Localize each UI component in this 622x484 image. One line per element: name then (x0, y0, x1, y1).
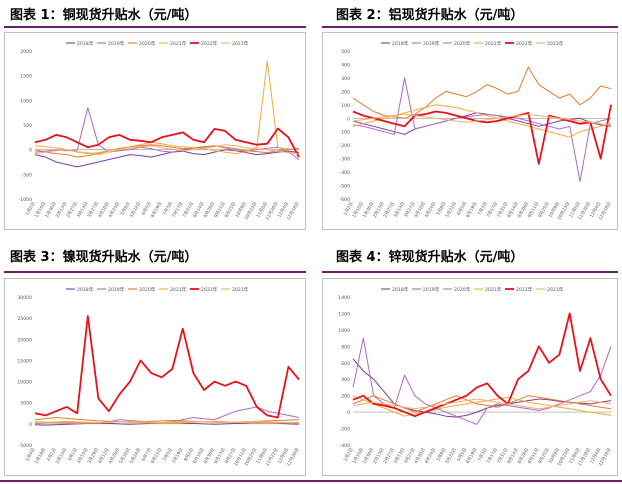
legend-label: 2023年 (232, 40, 249, 47)
chart-title-2: 图表 2：铝现货升贴水（元/吨） (336, 8, 524, 23)
chart-title-4: 图表 4：锌现货升贴水（元/吨） (336, 250, 524, 265)
y-tick-label: 400 (341, 62, 350, 68)
chart-frame-4: 1400 1200 1000 800 600 400 200 0 -200 -400 1月2日 1月1… (322, 278, 618, 476)
legend-label: 2021年 (485, 40, 502, 47)
series-line-2022 (352, 312, 612, 418)
y-tick-label: 10000 (17, 380, 32, 386)
y-tick-label: -500 (340, 184, 351, 190)
y-tick-label: -600 (340, 197, 351, 203)
chart-svg-2: 500 400 300 200 100 0 -100 -200 -300 -400 -500 -600… (340, 40, 613, 221)
legend-label: 2023年 (547, 286, 564, 293)
legend-label: 2021年 (170, 40, 187, 47)
legend-label: 2018年 (392, 286, 409, 293)
legend-label: 2022年 (201, 286, 218, 293)
y-tick-label: 800 (341, 344, 350, 350)
legend-label: 2018年 (77, 40, 94, 47)
title-rule-3 (4, 271, 306, 273)
legend-label: 2023年 (547, 40, 564, 47)
y-tick-label: 1200 (338, 311, 350, 317)
y-tick-label: 0 (29, 422, 32, 428)
chart-svg-1: 2000150010005000-500-10001月2日1月16日1月30日2… (19, 40, 301, 221)
series-line-2023 (34, 420, 300, 424)
series-line-2020 (352, 395, 612, 413)
y-tick-label: 25000 (17, 316, 32, 322)
legend-label: 2018年 (392, 40, 409, 47)
y-tick-label: 600 (341, 361, 350, 367)
footer-rule (0, 480, 622, 482)
chart-title-3: 图表 3：镍现货升贴水（元/吨） (10, 250, 198, 265)
y-tick-label: 15000 (17, 358, 32, 364)
chart-frame-3: 30000 25000 20000 15000 10000 5000 0 -5000 1月4日 1… (4, 278, 306, 476)
series-line-2021 (352, 395, 612, 417)
y-tick-label: -400 (340, 443, 351, 449)
y-tick-label: 500 (341, 49, 350, 55)
legend-label: 2020年 (454, 286, 471, 293)
y-tick-label: 2000 (20, 49, 32, 55)
chart-title-1: 图表 1：铜现货升贴水（元/吨） (10, 8, 198, 23)
legend-label: 2020年 (139, 286, 156, 293)
y-tick-label: -100 (340, 130, 351, 136)
y-tick-label: 30000 (17, 295, 32, 301)
y-tick-label: 0 (347, 116, 350, 122)
title-rule-2 (322, 26, 618, 28)
series-line-2021 (34, 420, 300, 424)
series-line-2023 (352, 398, 612, 410)
y-tick-label: 5000 (20, 401, 32, 407)
chart-svg-3: 300002500020000150001000050000-50001月4日1… (17, 286, 300, 467)
title-rule-1 (4, 26, 306, 28)
y-tick-label: 300 (341, 76, 350, 82)
y-tick-label: 0 (29, 148, 32, 154)
y-tick-label: -500 (22, 172, 33, 178)
legend-label: 2021年 (485, 286, 502, 293)
series-line-2023 (34, 144, 300, 156)
legend-label: 2019年 (108, 40, 125, 47)
series-line-2019 (352, 77, 612, 182)
y-tick-label: 500 (23, 123, 32, 129)
series-line-2022 (34, 315, 300, 419)
legend-label: 2019年 (108, 286, 125, 293)
y-tick-label: 200 (341, 89, 350, 95)
series-line-2020 (34, 144, 300, 158)
series-line-2022 (34, 127, 300, 158)
y-tick-label: -1000 (19, 197, 32, 203)
legend-label: 2019年 (423, 40, 440, 47)
series-line-2023 (352, 113, 612, 126)
y-tick-label: 1500 (20, 74, 32, 80)
y-tick-label: -5000 (19, 443, 32, 449)
series-line-2022 (352, 104, 612, 165)
y-tick-label: 1400 (338, 295, 350, 301)
y-tick-label: 400 (341, 377, 350, 383)
legend-label: 2022年 (201, 40, 218, 47)
y-tick-label: -200 (340, 427, 351, 433)
series-line-2018 (34, 149, 300, 168)
y-tick-label: -400 (340, 170, 351, 176)
y-tick-label: -200 (340, 143, 351, 149)
y-tick-label: 1000 (338, 328, 350, 334)
legend-label: 2023年 (232, 286, 249, 293)
chart-frame-2: 500 400 300 200 100 0 -100 -200 -300 -400 -500 -600… (322, 32, 618, 230)
legend-label: 2020年 (139, 40, 156, 47)
y-tick-label: 1000 (20, 98, 32, 104)
legend-label: 2018年 (77, 286, 94, 293)
legend-label: 2022年 (516, 286, 533, 293)
legend-label: 2019年 (423, 286, 440, 293)
y-tick-label: -300 (340, 157, 351, 163)
series-line-2020 (352, 66, 612, 119)
chart-frame-1: 2000 1500 1000 500 0 -500 -1000 1月2日 1月16日 1月30日 2… (4, 32, 306, 230)
y-tick-label: 0 (347, 410, 350, 416)
y-tick-label: 20000 (17, 337, 32, 343)
series-line-2021 (34, 60, 300, 155)
y-tick-label: 200 (341, 394, 350, 400)
series-line-2019 (352, 337, 612, 425)
title-rule-4 (322, 271, 618, 273)
legend-label: 2022年 (516, 40, 533, 47)
y-tick-label: 100 (341, 103, 350, 109)
legend-label: 2021年 (170, 286, 187, 293)
legend-label: 2020年 (454, 40, 471, 47)
chart-svg-4: 1400120010008006004002000-200-4001月2日1月1… (338, 286, 612, 467)
